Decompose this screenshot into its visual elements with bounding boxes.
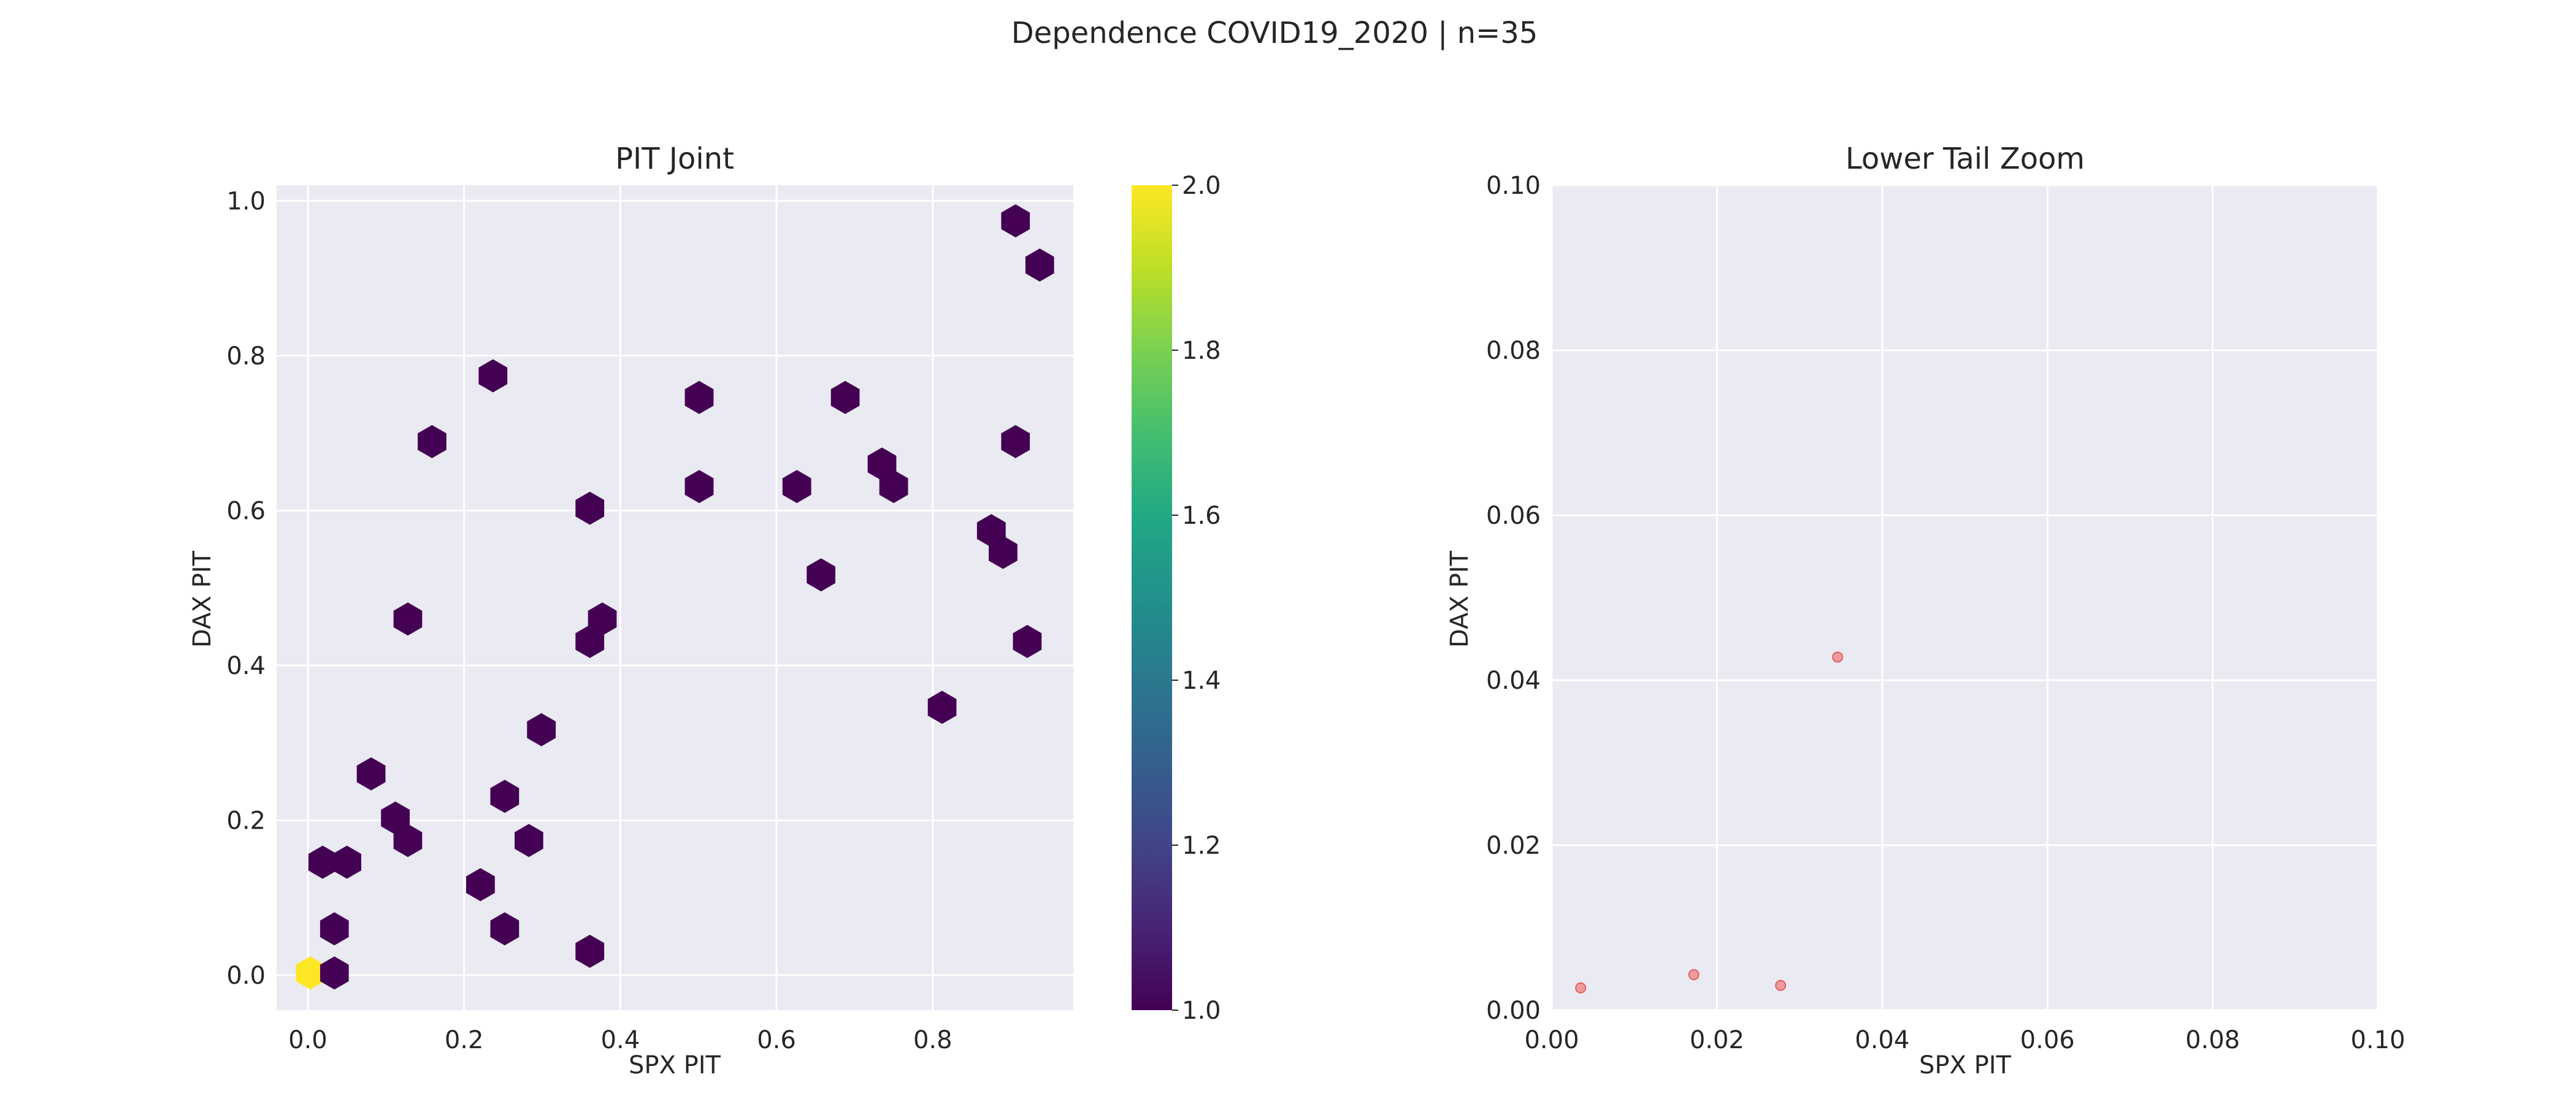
hexbin-x-tick-label: 0.4 bbox=[601, 1026, 640, 1054]
scatter-x-tick-label: 0.08 bbox=[2185, 1026, 2240, 1054]
hexbin-cells bbox=[296, 204, 1054, 990]
hexbin-x-axis-label: SPX PIT bbox=[629, 1051, 721, 1079]
hexbin-cell bbox=[393, 602, 423, 636]
hexbin-cell bbox=[782, 470, 811, 504]
hexbin-cell bbox=[515, 824, 543, 857]
hexbin-cell bbox=[296, 956, 325, 990]
scatter-point bbox=[1688, 969, 1700, 981]
scatter-y-tick-label: 0.04 bbox=[1486, 667, 1541, 695]
hexbin-cell bbox=[1013, 624, 1042, 658]
hexbin-cell bbox=[684, 381, 714, 414]
hexbin-cell bbox=[1025, 248, 1054, 282]
hexbin-cell bbox=[356, 757, 386, 791]
colorbar-tick-label: 1.0 bbox=[1182, 997, 1221, 1025]
scatter-title: Lower Tail Zoom bbox=[1846, 142, 2085, 176]
hexbin-cell bbox=[478, 359, 508, 393]
hexbin-cell bbox=[830, 381, 860, 414]
hexbin-cell bbox=[879, 470, 908, 504]
hexbin-cell bbox=[418, 425, 447, 458]
colorbar-tick-label: 1.4 bbox=[1182, 667, 1221, 695]
hexbin-y-ticks: 0.0 0.2 0.4 0.6 0.8 1.0 bbox=[226, 187, 266, 990]
scatter-x-tick-label: 0.04 bbox=[1855, 1026, 1909, 1054]
hexbin-y-tick-label: 1.0 bbox=[226, 187, 266, 215]
scatter-x-axis-label: SPX PIT bbox=[1919, 1051, 2012, 1079]
hexbin-y-tick-label: 0.8 bbox=[226, 342, 266, 370]
hexbin-cell bbox=[1001, 204, 1030, 238]
scatter-y-tick-label: 0.02 bbox=[1486, 832, 1541, 860]
colorbar-tick-label: 1.2 bbox=[1182, 832, 1221, 860]
scatter-gridlines bbox=[1551, 184, 2379, 1011]
hexbin-cell bbox=[320, 912, 349, 946]
hexbin-cell bbox=[320, 956, 349, 990]
colorbar-tick-label: 2.0 bbox=[1182, 172, 1221, 200]
hexbin-x-ticks: 0.0 0.2 0.4 0.6 0.8 bbox=[288, 1026, 952, 1054]
scatter-x-ticks: 0.00 0.02 0.04 0.06 0.08 0.10 bbox=[1524, 1026, 2405, 1054]
hexbin-cell bbox=[575, 624, 605, 658]
scatter-y-tick-label: 0.10 bbox=[1486, 172, 1541, 200]
hexbin-plot-area bbox=[277, 185, 1073, 1010]
hexbin-y-tick-label: 0.0 bbox=[226, 962, 266, 990]
scatter-point bbox=[1832, 651, 1844, 663]
scatter-y-tick-label: 0.06 bbox=[1486, 502, 1541, 530]
scatter-plot-area bbox=[1552, 185, 2378, 1010]
colorbar-ticks: 1.0 1.2 1.4 1.6 1.8 2.0 bbox=[1172, 172, 1221, 1025]
hexbin-x-tick-label: 0.0 bbox=[288, 1026, 328, 1054]
colorbar-tick-label: 1.8 bbox=[1182, 337, 1221, 365]
hexbin-cell bbox=[867, 447, 897, 481]
scatter-y-axis-label: DAX PIT bbox=[1446, 550, 1474, 647]
hexbin-y-tick-label: 0.6 bbox=[226, 497, 266, 525]
scatter-x-tick-label: 0.06 bbox=[2020, 1026, 2075, 1054]
hexbin-cell bbox=[490, 912, 519, 946]
scatter-y-ticks: 0.00 0.02 0.04 0.06 0.08 0.10 bbox=[1486, 172, 1541, 1025]
hexbin-cell bbox=[927, 691, 957, 724]
hexbin-cell bbox=[989, 535, 1018, 569]
colorbar: 1.0 1.2 1.4 1.6 1.8 2.0 bbox=[1132, 172, 1221, 1025]
hexbin-x-tick-label: 0.8 bbox=[913, 1026, 953, 1054]
hexbin-title: PIT Joint bbox=[615, 142, 734, 176]
hexbin-cell bbox=[393, 824, 423, 857]
hexbin-cell bbox=[466, 868, 495, 902]
hexbin-cell bbox=[588, 602, 617, 636]
colorbar-gradient bbox=[1132, 185, 1172, 1010]
hexbin-cell bbox=[381, 801, 410, 835]
scatter-point bbox=[1775, 979, 1787, 991]
hexbin-cell bbox=[575, 935, 605, 968]
hexbin-cell bbox=[527, 713, 556, 746]
hexbin-panel: 0.0 0.2 0.4 0.6 0.8 0.0 0.2 0.4 0.6 0.8 1.0 PIT J… bbox=[188, 142, 1073, 1079]
colorbar-tick-label: 1.6 bbox=[1182, 502, 1221, 530]
hexbin-cell bbox=[684, 470, 714, 504]
hexbin-cell bbox=[807, 558, 835, 592]
hexbin-y-tick-label: 0.4 bbox=[226, 652, 266, 680]
scatter-points bbox=[1575, 651, 1844, 994]
scatter-x-tick-label: 0.00 bbox=[1524, 1026, 1579, 1054]
hexbin-y-tick-label: 0.2 bbox=[226, 807, 266, 835]
hexbin-cell bbox=[575, 491, 605, 525]
hexbin-y-axis-label: DAX PIT bbox=[188, 550, 217, 647]
scatter-panel: 0.00 0.02 0.04 0.06 0.08 0.10 0.000.020.040.0… bbox=[1446, 142, 2405, 1079]
scatter-x-tick-label: 0.02 bbox=[1690, 1026, 1744, 1054]
hexbin-cell bbox=[308, 845, 337, 879]
scatter-x-tick-label: 0.10 bbox=[2350, 1026, 2405, 1054]
hexbin-cell bbox=[490, 780, 519, 813]
scatter-point bbox=[1575, 982, 1587, 994]
scatter-y-tick-label: 0.08 bbox=[1486, 337, 1541, 365]
scatter-y-tick-label: 0.00 bbox=[1486, 997, 1541, 1025]
figure-title: Dependence COVID19_2020 | n=35 bbox=[1011, 16, 1538, 50]
hexbin-x-tick-label: 0.2 bbox=[445, 1026, 484, 1054]
hexbin-cell bbox=[1001, 425, 1030, 458]
hexbin-cell bbox=[332, 845, 361, 879]
hexbin-x-tick-label: 0.6 bbox=[757, 1026, 796, 1054]
